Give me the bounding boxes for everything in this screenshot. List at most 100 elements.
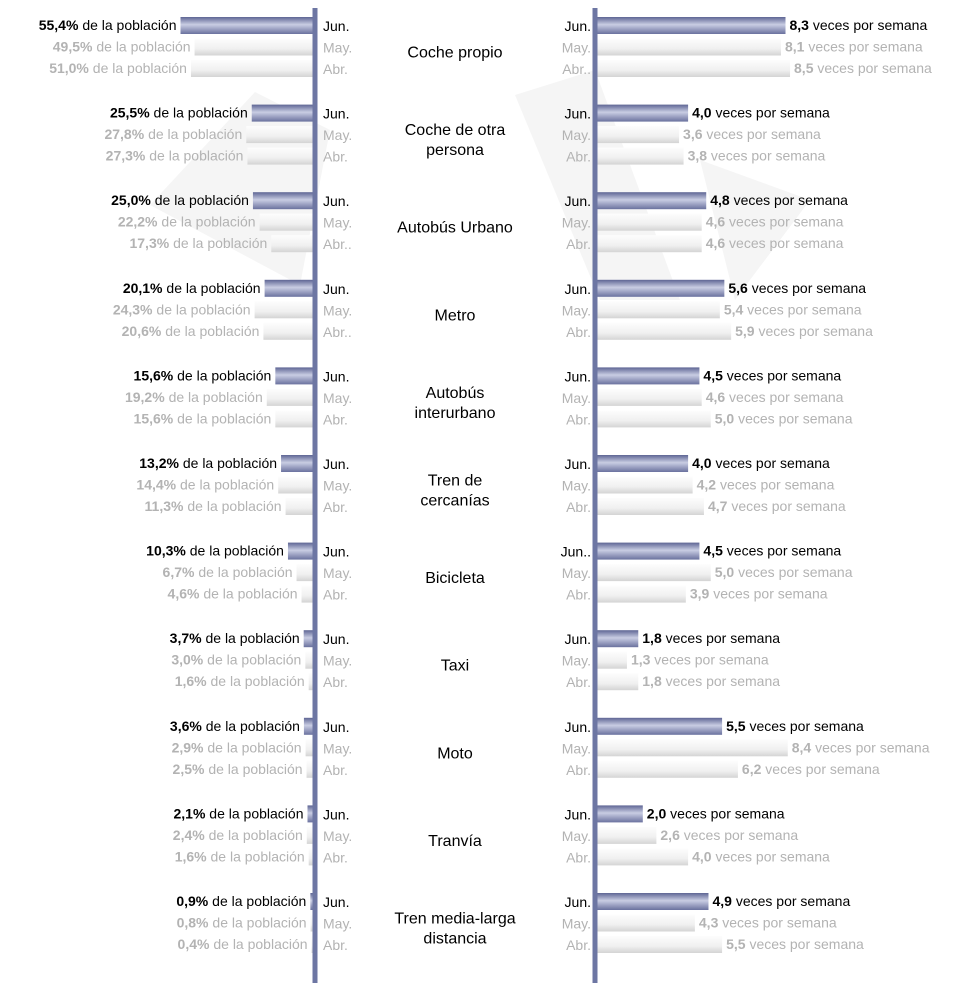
population-bar xyxy=(259,213,313,231)
frequency-bar xyxy=(597,60,791,77)
population-value-label: 17,3% de la población xyxy=(129,235,267,251)
frequency-value-label: 3,6 veces por semana xyxy=(683,126,821,142)
population-value-label: 19,2% de la población xyxy=(125,389,263,405)
month-label: Jun. xyxy=(323,106,349,122)
frequency-value-label: 8,1 veces por semana xyxy=(785,39,923,55)
population-value-label: 3,0% de la población xyxy=(171,652,301,668)
month-label: Jun. xyxy=(565,894,591,910)
population-bar xyxy=(252,192,313,210)
frequency-value-label: 5,9 veces por semana xyxy=(735,323,873,339)
month-label: May. xyxy=(323,390,352,406)
population-bar xyxy=(301,585,313,603)
population-value-label: 6,7% de la población xyxy=(163,564,293,580)
month-label: May. xyxy=(323,828,352,844)
population-bar xyxy=(305,651,313,669)
population-value-label: 25,5% de la población xyxy=(110,105,248,121)
month-label: May. xyxy=(562,565,591,581)
population-bar xyxy=(308,848,313,866)
month-label: May. xyxy=(562,390,591,406)
population-bar xyxy=(311,936,313,953)
population-value-label: 1,6% de la población xyxy=(175,848,305,864)
month-label: Jun. xyxy=(565,18,591,34)
month-label: Abr. xyxy=(323,674,348,690)
month-label: May. xyxy=(323,40,352,56)
month-label: Abr. xyxy=(566,324,591,340)
frequency-value-label: 8,3 veces por semana xyxy=(790,17,928,33)
month-label: Jun. xyxy=(323,456,349,472)
frequency-value-label: 1,8 veces por semana xyxy=(642,630,780,646)
category-label: Tren media-larga xyxy=(394,911,515,928)
frequency-value-label: 5,0 veces por semana xyxy=(715,564,853,580)
category-label: distancia xyxy=(423,931,486,948)
population-value-label: 24,3% de la población xyxy=(113,301,251,317)
frequency-bar xyxy=(597,126,680,144)
frequency-value-label: 4,0 veces por semana xyxy=(692,105,830,121)
frequency-bar xyxy=(597,848,689,866)
population-bar xyxy=(190,60,313,77)
population-value-label: 0,8% de la población xyxy=(177,915,307,931)
frequency-value-label: 2,6 veces por semana xyxy=(660,827,798,843)
frequency-bar xyxy=(597,542,700,560)
month-label: Abr.. xyxy=(323,324,352,340)
population-bar xyxy=(180,17,313,34)
frequency-bar xyxy=(597,367,700,385)
frequency-bar xyxy=(597,213,702,231)
month-label: Abr. xyxy=(323,61,348,77)
frequency-bar xyxy=(597,104,689,122)
population-bar xyxy=(278,476,313,494)
population-bar xyxy=(305,739,313,757)
population-bar xyxy=(254,301,313,319)
month-label: May. xyxy=(562,653,591,669)
population-value-label: 22,2% de la población xyxy=(118,214,256,230)
frequency-value-label: 4,5 veces por semana xyxy=(703,543,841,559)
population-bar xyxy=(310,914,313,932)
month-label: Jun.. xyxy=(561,544,591,560)
month-label: May. xyxy=(562,828,591,844)
month-label: Abr. xyxy=(323,411,348,427)
month-label: Jun. xyxy=(323,544,349,560)
population-value-label: 55,4% de la población xyxy=(39,17,177,33)
population-value-label: 20,6% de la población xyxy=(122,323,260,339)
population-value-label: 11,3% de la población xyxy=(145,498,282,514)
frequency-value-label: 4,3 veces por semana xyxy=(699,915,837,931)
population-value-label: 49,5% de la población xyxy=(53,39,191,55)
frequency-bar xyxy=(597,17,786,34)
population-value-label: 2,9% de la población xyxy=(172,739,302,755)
frequency-value-label: 5,0 veces por semana xyxy=(715,410,853,426)
frequency-value-label: 4,6 veces por semana xyxy=(706,214,844,230)
population-value-label: 3,6% de la población xyxy=(170,718,300,734)
month-label: Abr. xyxy=(566,149,591,165)
month-label: May. xyxy=(562,40,591,56)
population-value-label: 51,0% de la población xyxy=(49,60,187,76)
population-bar xyxy=(275,410,313,428)
month-label: Jun. xyxy=(565,368,591,384)
frequency-value-label: 5,6 veces por semana xyxy=(728,280,866,296)
population-bar xyxy=(271,235,313,253)
frequency-value-label: 1,8 veces por semana xyxy=(642,673,780,689)
population-value-label: 2,4% de la población xyxy=(173,827,303,843)
frequency-bar xyxy=(597,585,686,603)
month-label: Abr. xyxy=(566,849,591,865)
frequency-value-label: 4,0 veces por semana xyxy=(692,848,830,864)
month-label: May. xyxy=(323,653,352,669)
population-value-label: 13,2% de la población xyxy=(139,455,277,471)
population-bar xyxy=(281,455,313,472)
category-label: persona xyxy=(426,142,484,159)
frequency-bar xyxy=(597,147,684,165)
frequency-value-label: 5,4 veces por semana xyxy=(724,301,862,317)
category-label: Autobús xyxy=(426,385,485,402)
category-label: cercanías xyxy=(420,493,489,510)
category-label: Metro xyxy=(435,307,476,324)
frequency-bar xyxy=(597,38,781,56)
month-label: Abr. xyxy=(323,849,348,865)
population-bar xyxy=(306,826,313,844)
month-label: May. xyxy=(323,740,352,756)
population-value-label: 2,1% de la población xyxy=(173,805,303,821)
frequency-bar xyxy=(597,410,711,428)
category-label: Coche propio xyxy=(407,45,502,62)
frequency-value-label: 8,4 veces por semana xyxy=(792,739,930,755)
month-label: May. xyxy=(323,916,352,932)
frequency-bar xyxy=(597,498,704,515)
month-label: Jun. xyxy=(323,719,349,735)
population-bar xyxy=(285,498,313,515)
